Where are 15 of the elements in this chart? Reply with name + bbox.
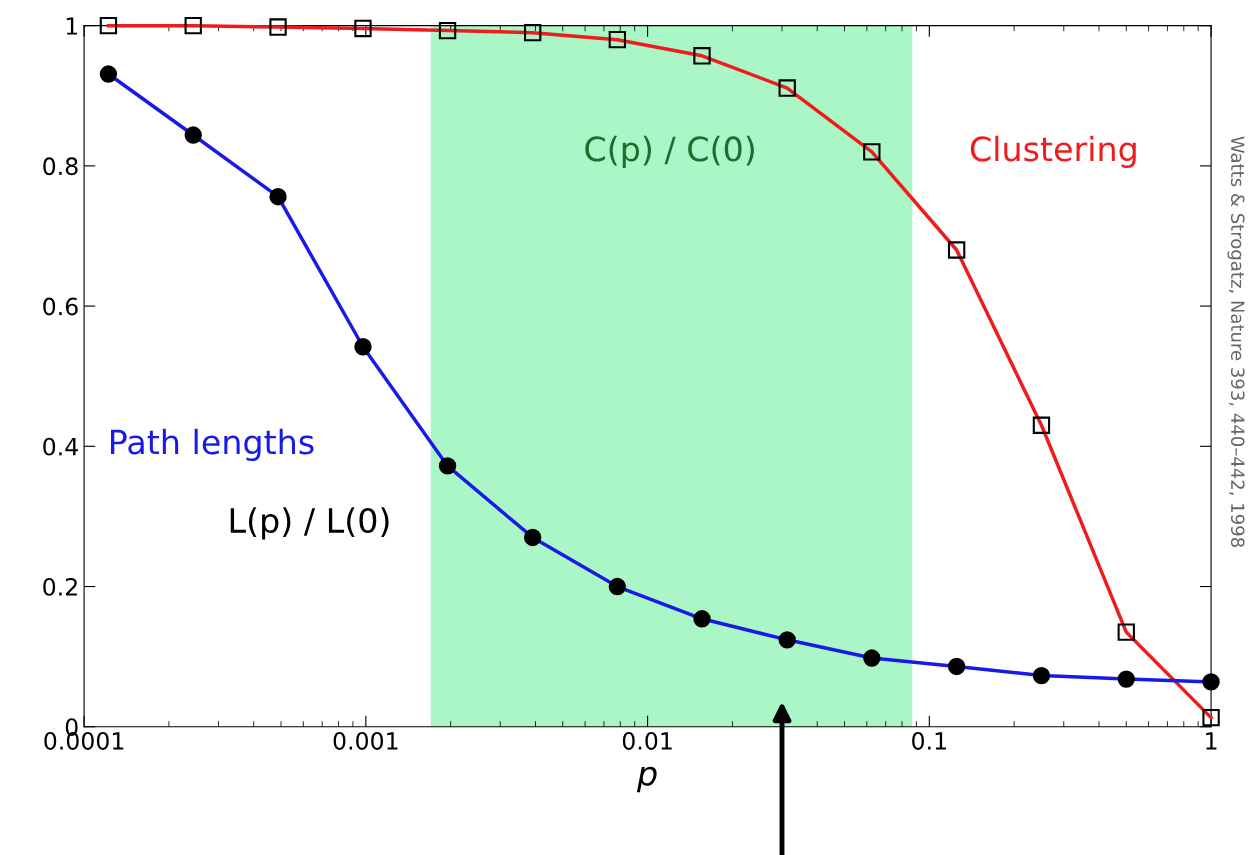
- y-tick-label: 0.2: [43, 577, 77, 596]
- x-tick-label: 0.01: [622, 732, 672, 750]
- x-axis-title: p: [636, 766, 657, 793]
- legend-label: Clustering: [970, 135, 1136, 168]
- y-tick-label: 0.8: [43, 157, 78, 176]
- y-tick-label: 0.6: [43, 297, 78, 316]
- annotation: C(p) / C(0): [585, 135, 754, 168]
- x-tick-label: 0.1: [912, 732, 946, 750]
- y-tick-label: 1: [66, 17, 78, 35]
- x-tick-label: 0.001: [333, 732, 398, 750]
- text: Path lengths: [111, 428, 314, 462]
- y-tick-label: 0.4: [43, 437, 78, 456]
- text: Watts & Strogatz, Nature 393, 440–442, 1998: [1227, 136, 1245, 547]
- x-tick-label: 1: [1206, 732, 1217, 750]
- annotation: L(p) / L(0): [230, 507, 389, 540]
